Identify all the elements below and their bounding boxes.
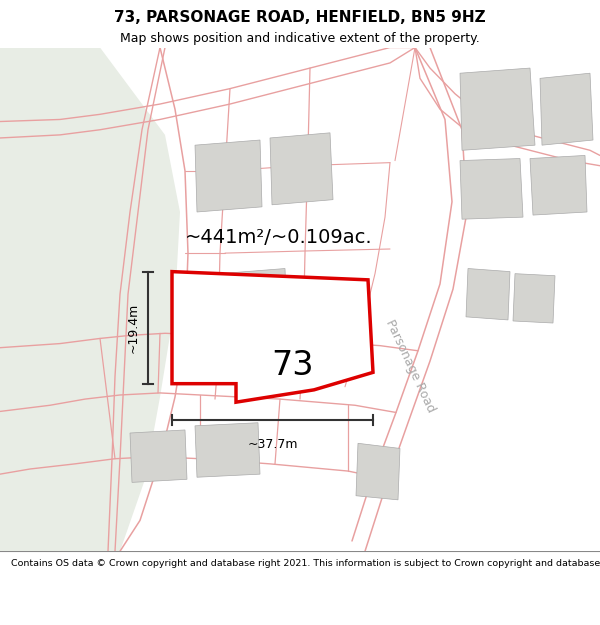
Polygon shape [195,422,260,478]
Text: 73, PARSONAGE ROAD, HENFIELD, BN5 9HZ: 73, PARSONAGE ROAD, HENFIELD, BN5 9HZ [114,11,486,26]
Polygon shape [530,156,587,215]
Polygon shape [365,48,495,551]
Polygon shape [450,48,600,232]
Text: Map shows position and indicative extent of the property.: Map shows position and indicative extent… [120,32,480,45]
Polygon shape [270,133,333,205]
Text: ~37.7m: ~37.7m [247,438,298,451]
Text: 73: 73 [271,349,314,381]
Text: ~441m²/~0.109ac.: ~441m²/~0.109ac. [185,228,373,248]
Polygon shape [220,269,287,328]
Polygon shape [460,159,523,219]
Polygon shape [460,68,535,150]
Text: ~19.4m: ~19.4m [127,302,140,352]
Polygon shape [356,443,400,500]
Polygon shape [0,48,180,551]
Polygon shape [172,272,373,402]
Polygon shape [195,140,262,212]
Polygon shape [466,269,510,320]
Text: Parsonage Road: Parsonage Road [383,318,437,415]
Polygon shape [130,430,187,482]
Polygon shape [540,73,593,145]
Polygon shape [513,274,555,323]
Text: Contains OS data © Crown copyright and database right 2021. This information is : Contains OS data © Crown copyright and d… [11,559,600,568]
